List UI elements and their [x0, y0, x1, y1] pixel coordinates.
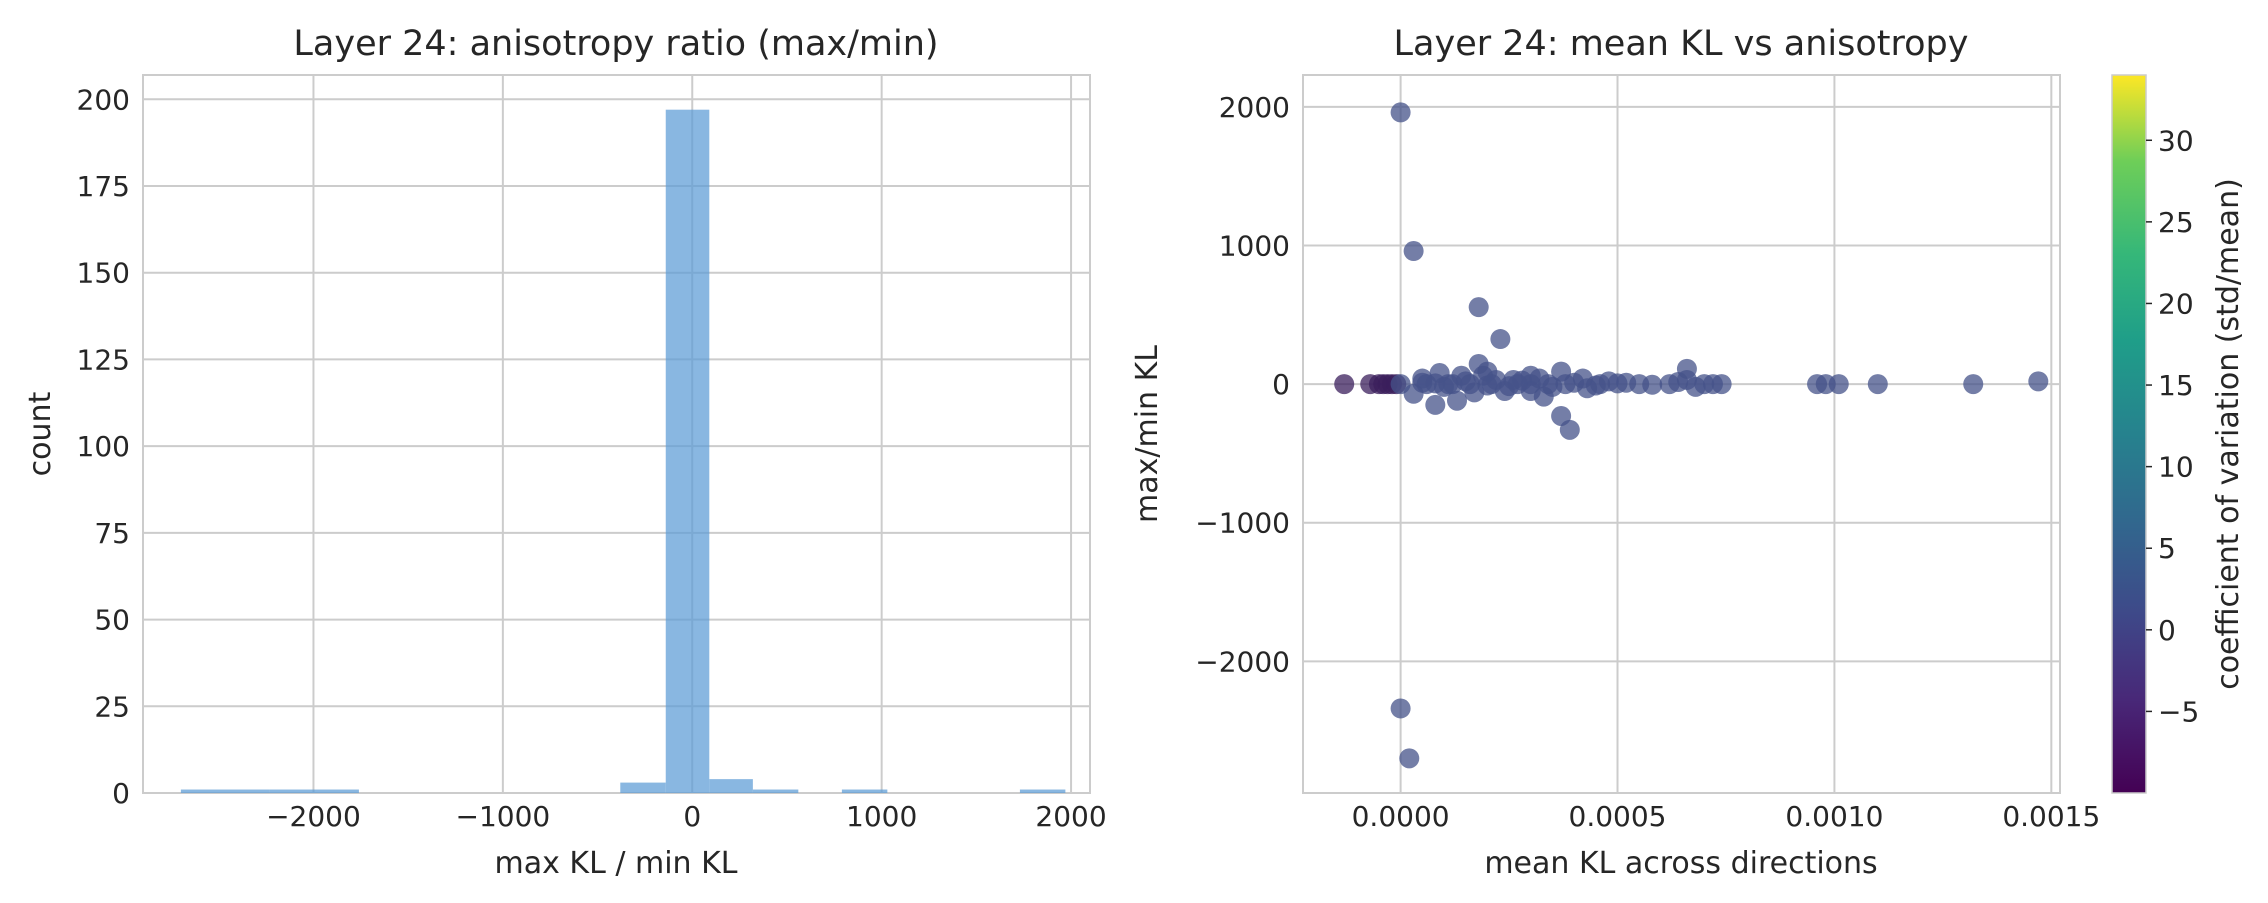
scatter-y-ticks: −2000 −1000 0 1000 2000: [1195, 91, 1290, 678]
scatter-point: [1559, 419, 1580, 440]
scatter-point: [1447, 390, 1468, 411]
histogram-y-tick-label: 175: [77, 170, 130, 203]
colorbar-tick-label: 15: [2158, 369, 2194, 402]
colorbar-tick-label: 20: [2158, 287, 2194, 320]
scatter-x-tick-label: 0.0015: [2002, 800, 2100, 833]
colorbar-ticks: −5 0 5 10 15 20 25 30: [2146, 124, 2199, 728]
scatter-y-tick-label: −2000: [1195, 645, 1290, 678]
scatter-point: [1963, 374, 1984, 395]
scatter-point: [1438, 374, 1459, 395]
colorbar-tick-label: 5: [2158, 532, 2176, 565]
scatter-title: Layer 24: mean KL vs anisotropy: [1394, 24, 1969, 64]
scatter-y-tick-label: −1000: [1195, 507, 1290, 540]
scatter-y-label: max/min KL: [1130, 345, 1165, 523]
scatter-point: [1425, 394, 1446, 415]
colorbar-tick-label: −5: [2158, 695, 2199, 728]
scatter-point: [1555, 374, 1576, 395]
histogram-x-tick-label: 1000: [846, 800, 917, 833]
scatter-point: [1685, 376, 1706, 397]
histogram-y-tick-label: 0: [112, 777, 130, 810]
scatter-point: [1390, 102, 1411, 123]
colorbar-tick-label: 30: [2158, 124, 2194, 157]
scatter-point: [1590, 374, 1611, 395]
scatter-x-ticks: 0.0000 0.0005 0.0010 0.0015: [1352, 800, 2101, 833]
scatter-point: [1334, 374, 1355, 395]
scatter-points: [1334, 102, 2049, 769]
scatter-y-tick-label: 2000: [1219, 91, 1290, 124]
histogram-y-tick-label: 25: [94, 690, 130, 723]
scatter-point: [1416, 374, 1437, 395]
scatter-point: [1460, 374, 1481, 395]
histogram-y-tick-label: 100: [77, 430, 130, 463]
histogram-title: Layer 24: anisotropy ratio (max/min): [293, 24, 938, 64]
scatter-point: [1616, 372, 1637, 393]
histogram-plot-area: [142, 74, 1091, 794]
scatter-y-tick-label: 0: [1272, 368, 1290, 401]
scatter-x-tick-label: 0.0010: [1785, 800, 1883, 833]
colorbar-tick-label: 10: [2158, 451, 2194, 484]
histogram-bar: [1019, 789, 1066, 793]
scatter-point: [1481, 374, 1502, 395]
histogram-bar: [180, 789, 270, 793]
scatter-point: [1867, 374, 1888, 395]
colorbar-scale: [2111, 74, 2147, 794]
histogram-y-tick-label: 75: [94, 517, 130, 550]
histogram-bar: [269, 789, 359, 793]
colorbar-tick-label: 25: [2158, 206, 2194, 239]
histogram-x-tick-label: 0: [683, 800, 701, 833]
histogram-x-label: max KL / min KL: [495, 846, 738, 881]
histogram-y-tick-label: 150: [77, 257, 130, 290]
scatter-point: [1828, 374, 1849, 395]
histogram-y-tick-label: 125: [77, 343, 130, 376]
scatter-point: [1538, 374, 1559, 395]
colorbar-tick-label: 0: [2158, 614, 2176, 647]
histogram-x-tick-label: −1000: [456, 800, 551, 833]
scatter-x-label: mean KL across directions: [1484, 846, 1877, 881]
histogram-bars: [180, 109, 1066, 794]
scatter-gridlines: [1303, 75, 2060, 793]
histogram-bar: [665, 109, 710, 794]
scatter-point: [1390, 698, 1411, 719]
histogram-x-tick-label: 2000: [1035, 800, 1106, 833]
scatter-point: [1468, 297, 1489, 318]
histogram-bar: [620, 782, 666, 793]
histogram-panel: −2000 −1000 0 1000 2000 0 25 50 75 100 125 150 175 2…: [23, 24, 1107, 881]
scatter-y-tick-label: 1000: [1219, 229, 1290, 262]
scatter-point: [1403, 241, 1424, 262]
histogram-y-tick-label: 50: [94, 604, 130, 637]
histogram-bar: [841, 789, 888, 793]
histogram-x-ticks: −2000 −1000 0 1000 2000: [266, 800, 1107, 833]
histogram-bar: [752, 789, 799, 793]
scatter-x-tick-label: 0.0000: [1352, 800, 1450, 833]
scatter-plot-area: [1302, 74, 2061, 794]
scatter-panel: 0.0000 0.0005 0.0010 0.0015 −2000 −1000 0 1000…: [1130, 24, 2100, 881]
scatter-point: [1490, 329, 1511, 350]
scatter-point: [1642, 374, 1663, 395]
scatter-point: [1399, 748, 1420, 769]
colorbar-label: coefficient of variation (std/mean): [2211, 178, 2246, 690]
histogram-y-label: count: [23, 391, 58, 476]
scatter-x-tick-label: 0.0005: [1569, 800, 1667, 833]
scatter-point: [1711, 374, 1732, 395]
colorbar: −5 0 5 10 15 20 25 30 coefficient of variation …: [2111, 74, 2246, 794]
scatter-point: [2028, 371, 2049, 392]
histogram-y-ticks: 0 25 50 75 100 125 150 175 200: [77, 83, 130, 810]
scatter-point: [1507, 374, 1528, 395]
histogram-y-tick-label: 200: [77, 83, 130, 116]
histogram-x-tick-label: −2000: [266, 800, 361, 833]
histogram-bar: [709, 779, 753, 793]
